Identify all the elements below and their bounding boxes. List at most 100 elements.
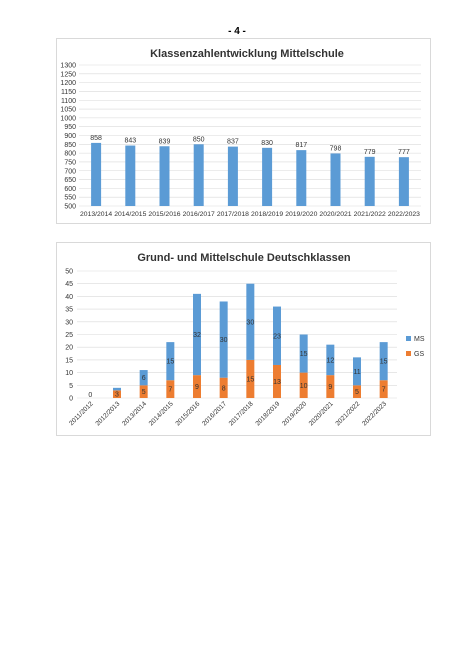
chart2-xtick-label: 2020/2021 — [308, 400, 335, 427]
chart1-bar — [398, 157, 409, 206]
chart2-bar-gs — [193, 375, 201, 398]
chart2-data-label-ms: 23 — [273, 333, 281, 340]
chart1-ytick-label: 1050 — [60, 107, 76, 114]
chart1-bar — [193, 144, 204, 206]
chart2-ytick-label: 15 — [65, 357, 73, 364]
chart2-bar-ms — [326, 344, 335, 376]
chart2-xtick-label: 2016/2017 — [201, 400, 228, 427]
chart1-data-label: 858 — [90, 135, 102, 142]
chart2-xtick-label: 2022/2023 — [361, 400, 388, 427]
chart1-bar — [159, 146, 170, 206]
chart2-ytick-label: 35 — [65, 307, 73, 314]
chart2-bar-ms — [113, 387, 121, 391]
chart2-data-label-gs: 5 — [142, 389, 146, 396]
chart1-data-label: 830 — [261, 140, 273, 147]
chart2-bar-ms — [219, 301, 228, 378]
chart2-data-label-gs: 9 — [195, 384, 199, 391]
page-number: - 4 - — [228, 26, 246, 37]
chart2-ytick-label: 40 — [65, 294, 73, 301]
chart1-ytick-label: 800 — [64, 151, 76, 158]
chart2-legend-swatch-gs — [406, 351, 411, 356]
chart2-ytick-label: 10 — [65, 370, 73, 377]
chart2-data-label-ms: 30 — [220, 337, 228, 344]
chart2-bar-gs — [326, 375, 335, 398]
chart2-bar-ms — [139, 370, 148, 386]
chart2-data-label-gs: 3 — [115, 392, 119, 399]
chart2-data-label-ms: 15 — [166, 359, 174, 366]
chart1-ytick-label: 500 — [64, 204, 76, 211]
chart1-xtick-label: 2013/2014 — [80, 211, 112, 218]
chart2-bar-ms — [299, 334, 308, 373]
chart1-xtick-label: 2017/2018 — [217, 211, 249, 218]
chart2-xtick-label: 2012/2013 — [94, 400, 121, 427]
chart1-ytick-label: 1000 — [60, 115, 76, 122]
chart2-ytick-label: 50 — [65, 269, 73, 276]
chart2-ytick-label: 0 — [69, 396, 73, 403]
chart1-data-label: 837 — [227, 139, 239, 146]
chart2-legend-label-gs: GS — [414, 351, 424, 358]
chart1-data-label: 843 — [124, 138, 136, 145]
chart1-data-label: 777 — [398, 149, 410, 156]
chart2-bar-gs — [113, 390, 121, 398]
chart2-xtick-label: 2013/2014 — [121, 400, 148, 427]
chart2-ytick-label: 30 — [65, 319, 73, 326]
chart2-data-label-ms: 12 — [326, 357, 334, 364]
chart1-ytick-label: 900 — [64, 133, 76, 140]
chart1-data-label: 839 — [159, 138, 171, 145]
chart2-xtick-label: 2021/2022 — [334, 400, 361, 427]
chart2-ytick-label: 5 — [69, 383, 73, 390]
chart2-title: Grund- und Mittelschule Deutschklassen — [137, 252, 351, 264]
chart2-data-label-ms: 15 — [300, 351, 308, 358]
chart2-xtick-label: 2019/2020 — [281, 400, 308, 427]
chart2-data-label-gs: 7 — [168, 387, 172, 394]
chart2-xtick-label: 2011/2012 — [68, 400, 95, 427]
chart1-ytick-label: 1150 — [61, 89, 76, 96]
chart1-xtick-label: 2021/2022 — [354, 211, 386, 218]
chart1-xtick-label: 2015/2016 — [148, 211, 180, 218]
chart2-svg: Grund- und Mittelschule Deutschklassen 0… — [65, 252, 425, 427]
chart1-xtick-label: 2022/2023 — [388, 211, 420, 218]
chart1-data-label: 798 — [330, 145, 342, 152]
chart2-data-label-gs: 15 — [246, 376, 254, 383]
chart1-bar — [364, 156, 375, 206]
chart2-data-label-gs: 13 — [273, 379, 281, 386]
chart2-data-label-gs: 9 — [328, 384, 332, 391]
chart2-bar-gs — [379, 380, 388, 398]
chart2-data-label-gs: 7 — [382, 387, 386, 394]
chart2-ytick-label: 45 — [65, 281, 73, 288]
chart2-ytick-label: 20 — [65, 345, 73, 352]
chart2-bar-ms — [379, 342, 388, 381]
chart2-data-label-ms: 15 — [380, 359, 388, 366]
chart2-bar-gs — [166, 380, 175, 398]
chart2-data-label-gs: 10 — [300, 383, 308, 390]
chart2-bar-gs — [299, 372, 308, 398]
chart2-bar-gs — [219, 377, 228, 398]
chart1-ytick-label: 950 — [64, 124, 76, 131]
chart2-bar-ms — [193, 293, 201, 376]
chart1-ytick-label: 1200 — [60, 80, 76, 87]
chart2-xtick-label: 2015/2016 — [174, 400, 201, 427]
chart-deutschklassen: Grund- und Mittelschule Deutschklassen 0… — [56, 242, 431, 436]
chart2-data-label-ms: 30 — [246, 319, 254, 326]
chart1-ytick-label: 550 — [64, 195, 76, 202]
chart1-ytick-label: 700 — [64, 168, 76, 175]
chart2-legend-label-ms: MS — [414, 336, 425, 343]
chart1-ytick-label: 650 — [64, 177, 76, 184]
chart1-bar — [330, 153, 341, 206]
chart1-data-label: 817 — [295, 142, 307, 149]
chart1-ytick-label: 1300 — [60, 63, 76, 70]
chart1-data-label: 779 — [364, 149, 376, 156]
chart2-bar-ms — [246, 283, 255, 360]
chart2-bar-ms — [166, 342, 175, 381]
chart1-bar — [125, 145, 136, 206]
chart2-xtick-label: 2018/2019 — [254, 400, 281, 427]
chart1-data-label: 850 — [193, 136, 205, 143]
chart2-bar-gs — [246, 359, 255, 398]
chart-klassenzahlentwicklung: Klassenzahlentwicklung Mittelschule 500 5… — [56, 38, 431, 224]
chart2-ytick-label: 25 — [65, 332, 73, 339]
chart1-svg: Klassenzahlentwicklung Mittelschule 500 5… — [60, 48, 421, 218]
chart2-bar-gs — [273, 364, 281, 398]
chart1-xtick-label: 2019/2020 — [285, 211, 317, 218]
chart1-bar — [296, 150, 307, 206]
chart1-ytick-label: 750 — [64, 159, 76, 166]
